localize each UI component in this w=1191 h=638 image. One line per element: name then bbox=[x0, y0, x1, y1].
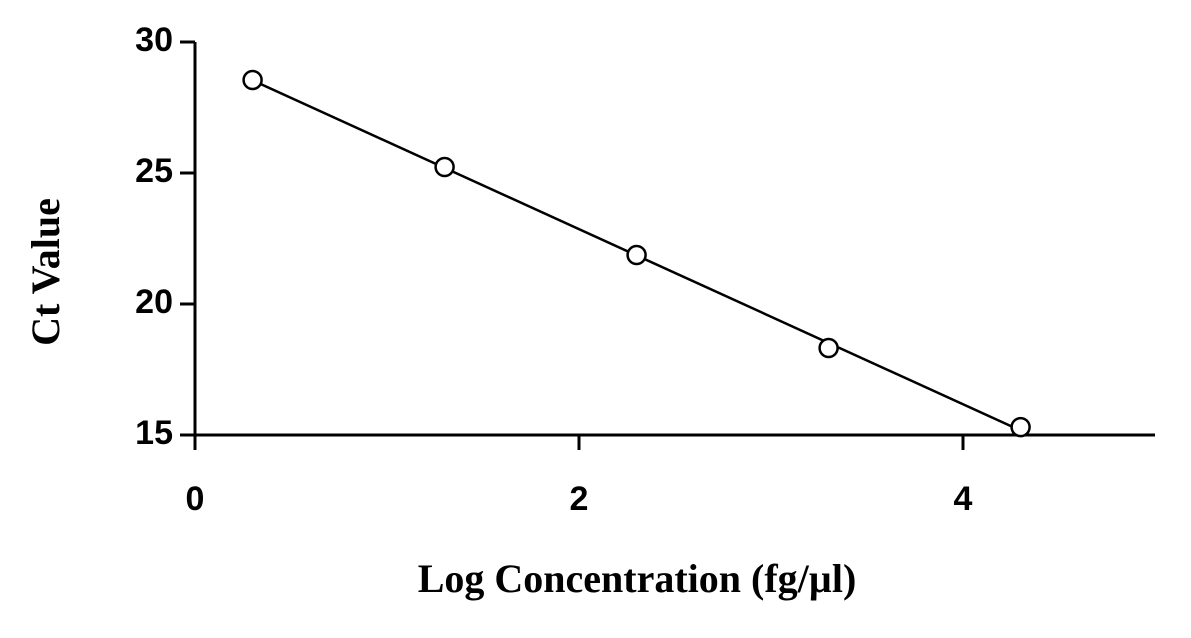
y-tick-label: 15 bbox=[135, 414, 173, 452]
x-tick-label: 0 bbox=[186, 480, 205, 518]
data-point bbox=[1010, 416, 1031, 438]
data-point bbox=[818, 337, 839, 359]
y-tick-label: 25 bbox=[135, 152, 173, 190]
data-point bbox=[434, 156, 455, 178]
y-tick-label: 20 bbox=[135, 283, 173, 321]
x-tick-label: 2 bbox=[570, 480, 589, 518]
x-axis-title: Log Concentration (fg/µl) bbox=[418, 556, 857, 601]
x-tick-label: 4 bbox=[954, 480, 973, 518]
y-axis-title: Ct Value bbox=[23, 198, 68, 346]
y-tick-label: 30 bbox=[135, 21, 173, 59]
data-point bbox=[242, 69, 263, 91]
data-point bbox=[626, 244, 647, 266]
